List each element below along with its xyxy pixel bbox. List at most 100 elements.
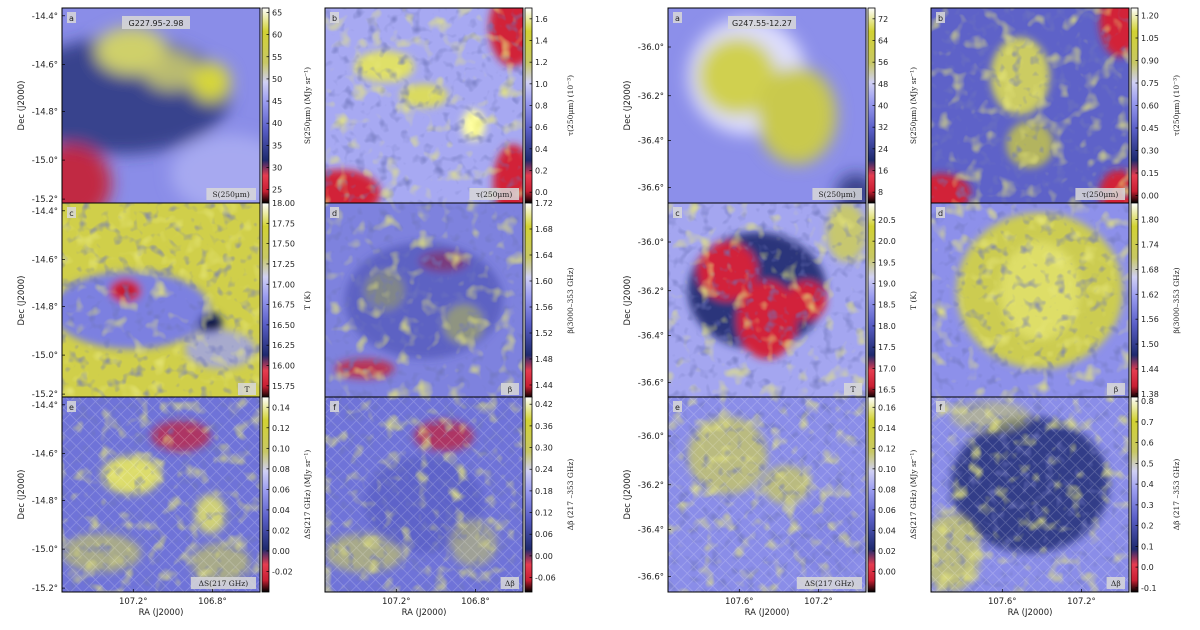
quantity-badge: Δβ bbox=[500, 577, 519, 589]
map-feature bbox=[170, 134, 260, 203]
colorbar-tick-label: 0.4 bbox=[535, 145, 548, 154]
panel-letter: f bbox=[936, 401, 945, 412]
y-tick-label: -15.2° bbox=[32, 584, 58, 594]
quantity-badge: β bbox=[501, 383, 519, 395]
colorbar: 18.00 17.75 17.50 17.25 17.00 16.75 16.50 16.25… bbox=[261, 199, 312, 399]
colorbar-tick-label: 0.3 bbox=[1141, 501, 1154, 510]
colorbar-tick-label: 16.5 bbox=[878, 386, 896, 395]
panel-letter: e bbox=[67, 401, 76, 412]
colorbar-tick-label: 0.00 bbox=[535, 552, 553, 561]
colorbar-tick-label: 17.50 bbox=[272, 240, 295, 249]
colorbar-tick-label: 0.15 bbox=[1141, 169, 1159, 178]
colorbar-tick-label: 19.5 bbox=[878, 258, 896, 267]
colorbar-tick-label: 55 bbox=[272, 53, 282, 62]
colorbar-tick-label: 32 bbox=[878, 123, 888, 132]
panel-letter-text: c bbox=[69, 209, 73, 218]
colorbar-tick-label: 0.7 bbox=[1141, 418, 1154, 427]
y-tick-label: -36.2° bbox=[638, 481, 664, 491]
quantity-badge-text: τ(250μm) bbox=[476, 190, 512, 199]
colorbar-tick-label: 48 bbox=[878, 80, 888, 89]
colorbar-tick-label: 0.6 bbox=[1141, 439, 1154, 448]
panel-letter-text: d bbox=[938, 209, 943, 218]
quantity-badge-text: τ(250μm) bbox=[1082, 190, 1118, 199]
map-texture-light bbox=[668, 203, 866, 398]
quantity-badge-text: T bbox=[850, 385, 855, 394]
colorbar-tick-label: 0.42 bbox=[535, 400, 553, 409]
colorbar-tick-label: 18.5 bbox=[878, 301, 896, 310]
x-axis-label: RA (J2000) bbox=[745, 608, 790, 618]
colorbar-label: τ(250μm) (10⁻³) bbox=[1172, 75, 1181, 136]
colorbar-tick-label: 1.56 bbox=[1141, 315, 1159, 324]
colorbar-tick-label: 18.00 bbox=[272, 199, 295, 208]
colorbar-tick-label: 1.6 bbox=[535, 15, 548, 24]
y-tick-label: -14.4° bbox=[32, 401, 58, 411]
panel-letter-text: b bbox=[332, 14, 337, 23]
colorbar-tick-label: 16.00 bbox=[272, 362, 295, 371]
figure-right: a G247.55-12.27 S(250μm) 72 64 56 48 40 32 24 16 8 S… bbox=[623, 7, 1181, 618]
colorbar-tick-label: 0.30 bbox=[535, 444, 553, 453]
map-image bbox=[62, 8, 260, 203]
colorbar-scale bbox=[867, 202, 876, 399]
panel-letter: f bbox=[330, 401, 339, 412]
y-tick-label: -14.6° bbox=[32, 256, 58, 266]
colorbar-scale bbox=[524, 202, 533, 399]
panel-letter-text: a bbox=[69, 14, 74, 23]
colorbar-tick-label: 0.2 bbox=[535, 167, 548, 176]
map-panel-a: a G227.95-2.98 S(250μm) 65 60 55 50 45 40 35 30 25 S… bbox=[17, 7, 312, 205]
colorbar-label: ΔS(217 GHz) (MJy sr⁻¹) bbox=[909, 450, 918, 540]
colorbar-tick-label: 17.75 bbox=[272, 219, 295, 228]
colorbar-tick-label: 0.00 bbox=[878, 567, 896, 576]
colorbar-tick-label: 0.5 bbox=[1141, 459, 1154, 468]
map-feature bbox=[757, 66, 837, 164]
colorbar-tick-label: 1.50 bbox=[1141, 340, 1159, 349]
map-feature bbox=[62, 144, 112, 203]
colorbar-tick-label: 1.62 bbox=[1141, 290, 1159, 299]
colorbar-tick-label: 18.0 bbox=[878, 322, 896, 331]
colorbar-tick-label: 24 bbox=[878, 145, 888, 154]
x-tick-label: 107.2° bbox=[804, 597, 833, 607]
quantity-badge-text: Δβ bbox=[1111, 579, 1121, 588]
colorbar-tick-label: 0.0 bbox=[1141, 563, 1154, 572]
x-tick-label: 106.8° bbox=[198, 597, 227, 607]
colorbar: 0.16 0.14 0.12 0.10 0.08 0.06 0.04 0.02 0.00 ΔS(2… bbox=[867, 396, 918, 593]
map-image bbox=[931, 8, 1129, 203]
colorbar-tick-label: 0.24 bbox=[535, 465, 553, 474]
colorbar-tick-label: 1.56 bbox=[535, 303, 553, 312]
colorbar-tick-label: 0.12 bbox=[535, 509, 553, 518]
colorbar-tick-label: 56 bbox=[878, 58, 888, 67]
colorbar-tick-label: 0.6 bbox=[535, 123, 548, 132]
colorbar-tick-label: 60 bbox=[272, 31, 282, 40]
y-tick-label: -36.4° bbox=[638, 137, 664, 147]
colorbar-tick-label: 1.05 bbox=[1141, 34, 1159, 43]
colorbar-tick-label: 0.10 bbox=[878, 465, 896, 474]
colorbar-tick-label: 0.06 bbox=[535, 530, 553, 539]
colorbar: 20.5 20.0 19.5 19.0 18.5 18.0 17.5 17.0 16.5 T (K… bbox=[867, 202, 918, 399]
map-pixel-grid bbox=[931, 397, 1129, 592]
x-tick-label: 107.6° bbox=[725, 597, 754, 607]
x-axis-label: RA (J2000) bbox=[1008, 608, 1053, 618]
field-name: G247.55-12.27 bbox=[732, 19, 792, 28]
colorbar-tick-label: 1.2 bbox=[535, 58, 548, 67]
map-panel-d: d β 1.80 1.74 1.68 1.62 1.56 1.50 1.44 1.38 β(3000… bbox=[930, 202, 1181, 399]
colorbar-tick-label: 40 bbox=[878, 102, 888, 111]
colorbar: 65 60 55 50 45 40 35 30 25 S(250μm) (MJy sr⁻¹) bbox=[261, 7, 312, 204]
colorbar-tick-label: 1.68 bbox=[1141, 265, 1159, 274]
colorbar-tick-label: 1.38 bbox=[1141, 390, 1159, 399]
colorbar-tick-label: 1.68 bbox=[535, 225, 553, 234]
colorbar-tick-label: 0.4 bbox=[1141, 480, 1154, 489]
colorbar: 72 64 56 48 40 32 24 16 8 S(250μm) (MJy sr⁻¹) bbox=[867, 7, 918, 204]
colorbar-tick-label: 1.60 bbox=[535, 277, 553, 286]
quantity-badge: S(250μm) bbox=[812, 188, 862, 200]
colorbar-tick-label: 17.0 bbox=[878, 364, 896, 373]
map-image bbox=[931, 203, 1129, 398]
quantity-badge: τ(250μm) bbox=[1075, 188, 1125, 200]
map-panel-f: f Δβ 0.8 0.7 0.6 0.5 0.4 0.3 0.2 0.1 0.0 -0.1 Δβ (21… bbox=[930, 396, 1181, 618]
panel-letter-text: b bbox=[938, 14, 943, 23]
colorbar-tick-label: 0.90 bbox=[1141, 57, 1159, 66]
colorbar-tick-label: 0.8 bbox=[535, 102, 548, 111]
y-tick-label: -36.4° bbox=[638, 526, 664, 536]
map-image bbox=[931, 397, 1129, 592]
map-feature bbox=[190, 62, 231, 102]
y-tick-label: -15.2° bbox=[32, 390, 58, 400]
